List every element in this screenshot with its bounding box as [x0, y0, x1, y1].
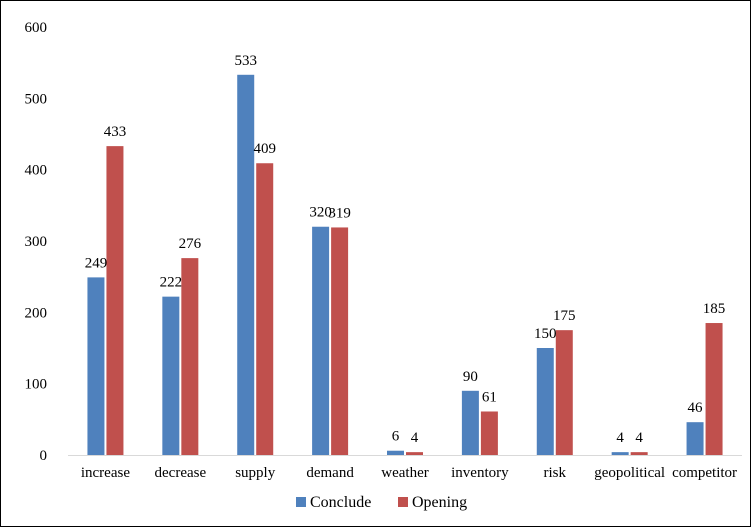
data-label-conclude-competitor: 46	[688, 400, 704, 416]
bar-opening-weather	[406, 452, 423, 455]
x-tick-label-demand: demand	[306, 465, 354, 481]
bar-conclude-supply	[237, 74, 255, 455]
data-label-conclude-inventory: 90	[463, 369, 478, 385]
data-label-conclude-demand: 320	[309, 205, 332, 221]
legend-label-conclude: Conclude	[310, 494, 371, 511]
data-label-conclude-geopolitical: 4	[616, 430, 624, 446]
data-label-opening-risk: 175	[553, 308, 576, 324]
bar-opening-demand	[331, 227, 349, 455]
data-label-conclude-supply: 533	[234, 53, 257, 69]
data-label-opening-weather: 4	[411, 430, 419, 446]
x-tick-label-supply: supply	[235, 465, 276, 481]
bar-opening-geopolitical	[630, 452, 648, 455]
bar-opening-supply	[256, 163, 274, 455]
bar-conclude-competitor	[686, 422, 704, 455]
bar-conclude-geopolitical	[611, 452, 629, 455]
y-tick-label: 100	[25, 377, 48, 393]
bar-conclude-decrease	[162, 296, 180, 455]
data-label-conclude-decrease: 222	[160, 275, 183, 291]
data-label-opening-decrease: 276	[179, 236, 202, 252]
legend-label-opening: Opening	[412, 494, 467, 511]
legend: Conclude Opening	[296, 494, 467, 511]
y-tick-label: 400	[25, 163, 48, 179]
bar-conclude-increase	[87, 277, 105, 455]
x-tick-label-geopolitical: geopolitical	[594, 465, 665, 481]
x-tick-label-competitor: competitor	[672, 465, 737, 481]
y-tick-label: 600	[25, 20, 48, 36]
bar-opening-inventory	[480, 411, 498, 455]
legend-swatch-opening	[398, 497, 408, 507]
data-label-conclude-increase: 249	[85, 255, 108, 271]
data-label-opening-demand: 319	[328, 205, 351, 221]
x-tick-label-increase: increase	[81, 465, 130, 481]
data-label-conclude-risk: 150	[534, 326, 557, 342]
bars	[87, 74, 723, 456]
bar-conclude-demand	[312, 226, 330, 455]
data-label-opening-competitor: 185	[703, 301, 726, 317]
data-label-opening-geopolitical: 4	[635, 430, 643, 446]
x-tick-label-weather: weather	[381, 465, 428, 481]
y-axis-ticks: 0 100 200 300 400 500 600	[25, 20, 48, 464]
bar-opening-decrease	[181, 258, 199, 455]
y-tick-label: 200	[25, 305, 48, 321]
bar-conclude-risk	[536, 348, 554, 455]
data-label-opening-increase: 433	[104, 124, 127, 140]
x-tick-label-decrease: decrease	[155, 465, 207, 481]
x-tick-label-inventory: inventory	[451, 465, 509, 481]
bar-conclude-weather	[387, 450, 404, 455]
legend-swatch-conclude	[296, 497, 306, 507]
data-label-conclude-weather: 6	[392, 429, 400, 445]
y-tick-label: 0	[40, 448, 48, 464]
x-axis-category-labels: increase decrease supply demand weather inven…	[81, 465, 737, 481]
data-label-opening-supply: 409	[253, 141, 276, 157]
bar-conclude-inventory	[461, 390, 479, 455]
bar-opening-competitor	[705, 323, 723, 455]
data-label-opening-inventory: 61	[482, 389, 497, 405]
bar-opening-risk	[555, 330, 573, 455]
y-tick-label: 500	[25, 91, 48, 107]
bar-opening-increase	[106, 146, 124, 456]
x-tick-label-risk: risk	[544, 465, 567, 481]
y-tick-label: 300	[25, 234, 48, 250]
